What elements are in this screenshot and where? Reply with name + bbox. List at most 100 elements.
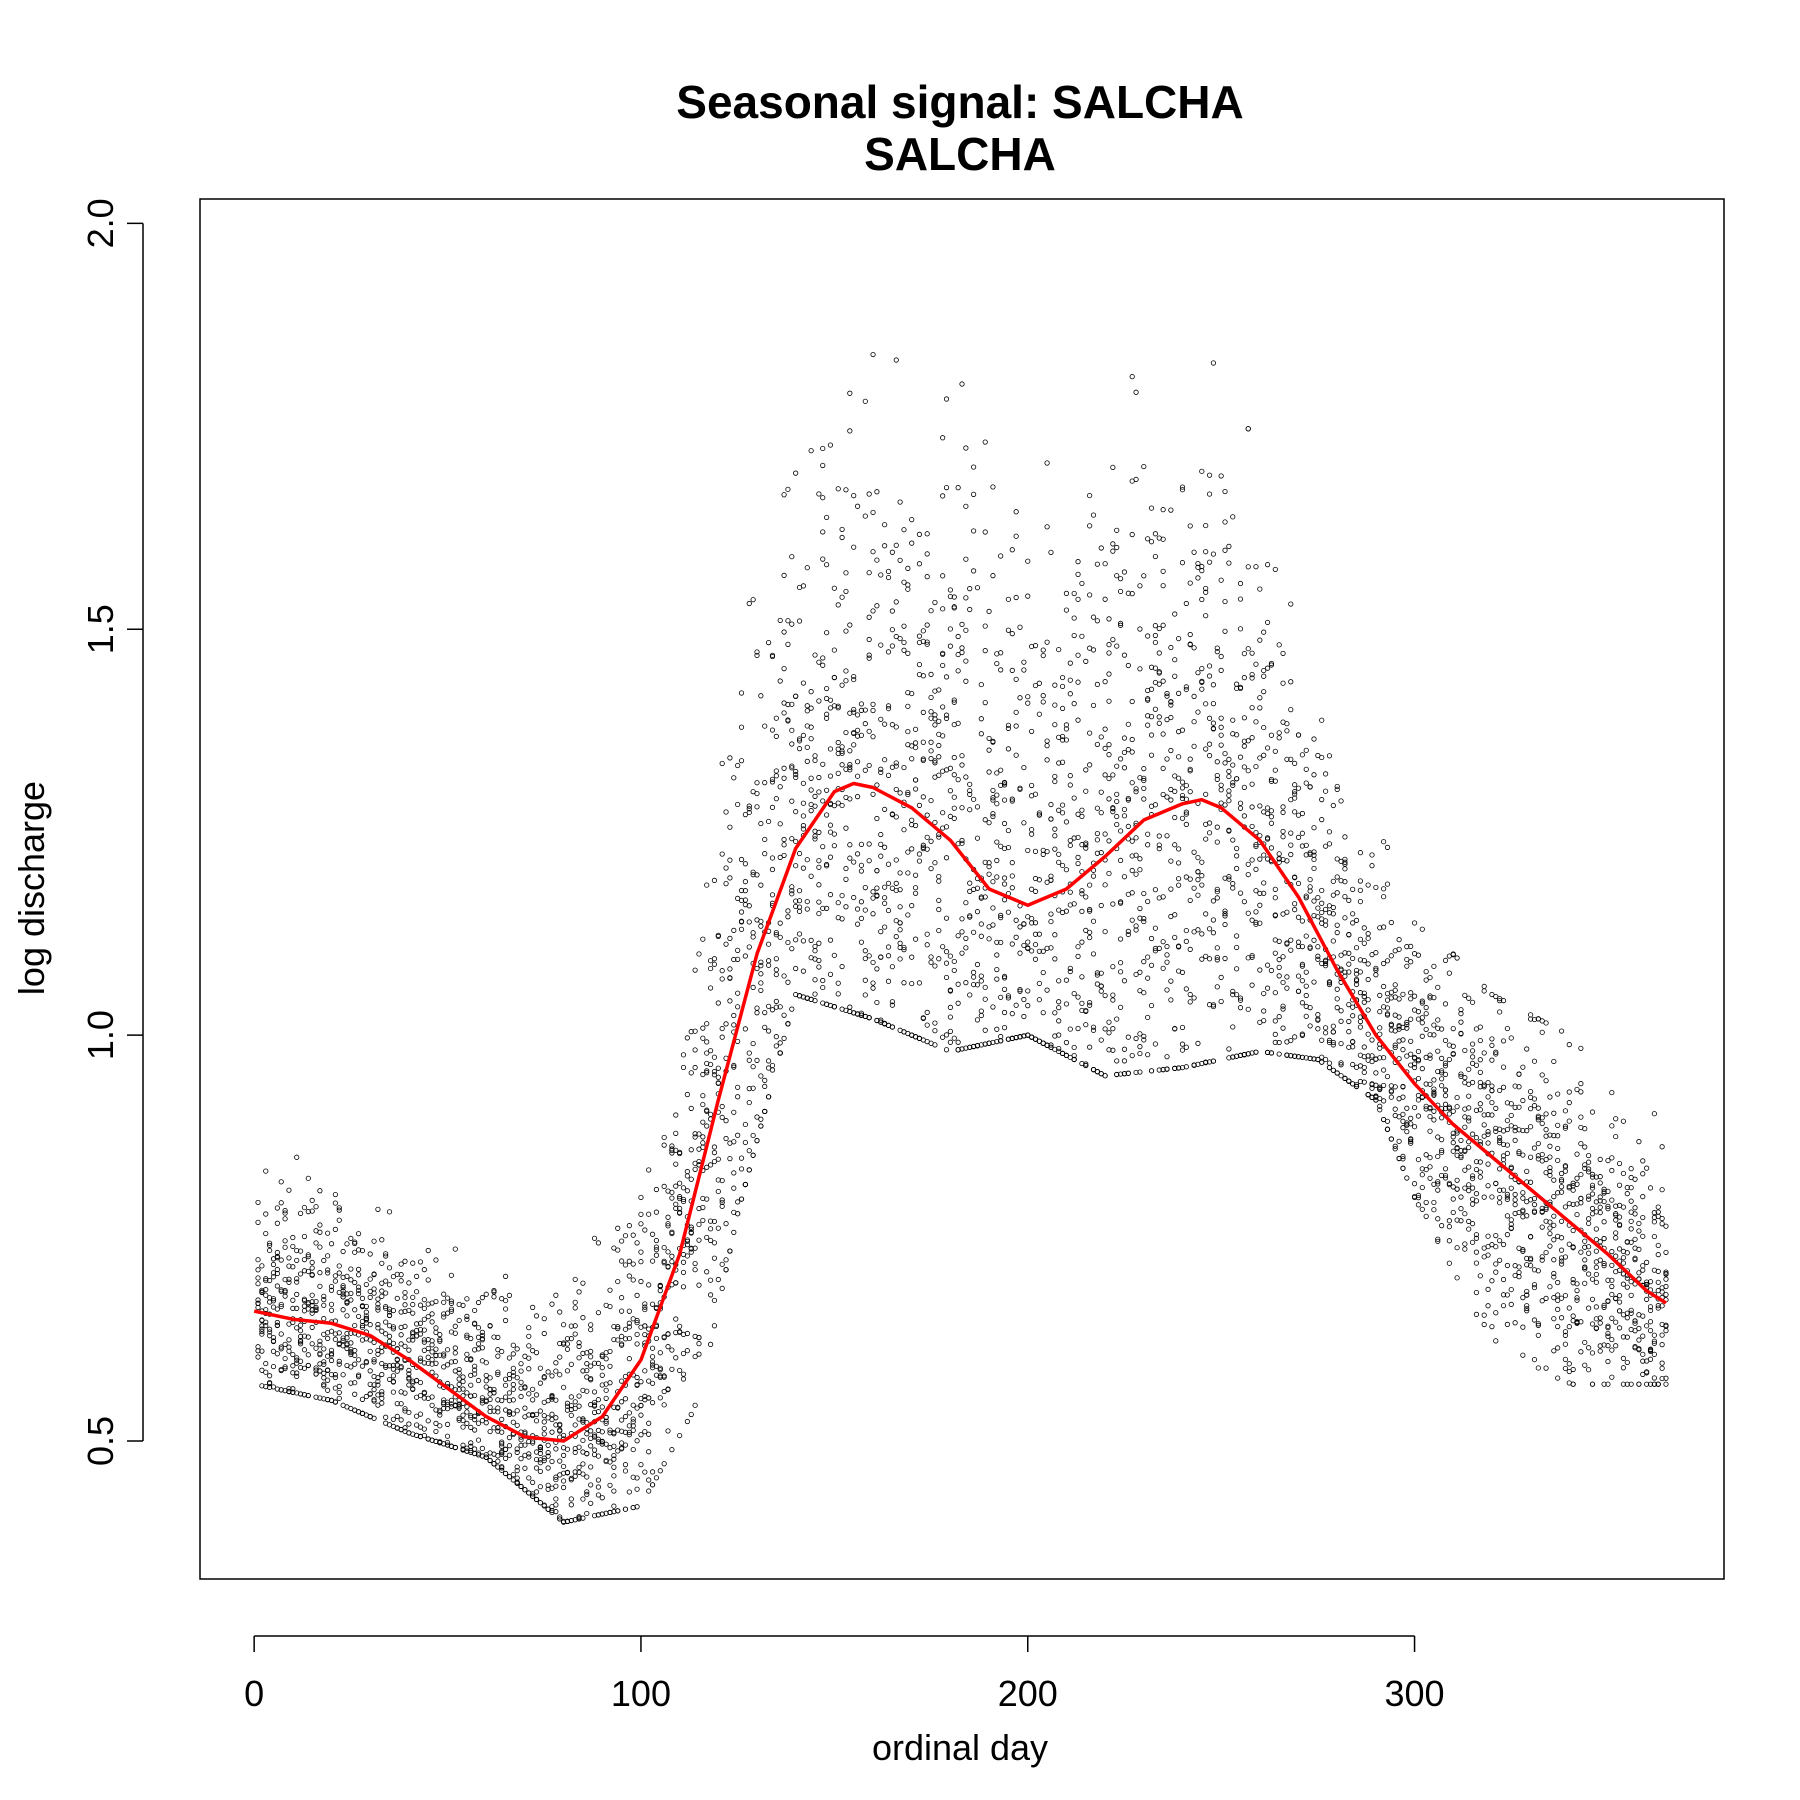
observation-point <box>777 678 783 684</box>
observation-point <box>680 1371 687 1377</box>
observation-point <box>870 959 876 966</box>
observation-point <box>468 1382 474 1388</box>
observation-point <box>386 1363 393 1369</box>
observation-point <box>630 1504 636 1511</box>
observation-point <box>518 1361 524 1367</box>
observation-point <box>495 1334 501 1340</box>
observation-point <box>812 998 818 1004</box>
observation-point <box>564 1403 571 1409</box>
observation-point <box>313 1240 319 1246</box>
observation-point <box>677 1367 683 1374</box>
observation-point <box>742 953 748 959</box>
observation-point <box>270 1298 277 1304</box>
observation-point <box>456 1370 462 1376</box>
observation-point <box>553 1474 559 1480</box>
observation-point <box>564 1407 571 1413</box>
observation-point <box>514 1408 520 1414</box>
observation-point <box>854 727 861 733</box>
observation-point <box>321 1381 327 1387</box>
observation-point <box>638 1194 644 1201</box>
observation-point <box>410 1337 416 1343</box>
observation-point <box>673 1161 679 1167</box>
observation-point <box>332 1226 338 1232</box>
observation-point <box>607 1303 613 1310</box>
observation-point <box>468 1412 474 1419</box>
observation-point <box>735 1004 741 1010</box>
observation-point <box>882 721 888 727</box>
observation-point <box>711 877 718 883</box>
observation-point <box>278 1331 284 1337</box>
observation-point <box>390 1378 397 1385</box>
observation-point <box>669 1150 675 1156</box>
observation-point <box>591 1409 598 1416</box>
observation-point <box>259 1383 265 1389</box>
observation-point <box>371 1238 377 1244</box>
observation-point <box>274 1283 280 1289</box>
observation-point <box>495 1409 501 1415</box>
observation-point <box>804 898 810 905</box>
observation-point <box>924 574 930 580</box>
observation-point <box>951 604 957 610</box>
observation-point <box>638 1379 644 1385</box>
observation-point <box>669 1259 675 1265</box>
observation-point <box>940 650 946 656</box>
observation-point <box>321 1257 327 1264</box>
observation-point <box>410 1260 416 1266</box>
observation-point <box>553 1368 559 1374</box>
observation-point <box>259 1323 265 1329</box>
observation-point <box>611 1245 617 1251</box>
observation-point <box>522 1442 528 1448</box>
observation-point <box>348 1235 354 1242</box>
observation-point <box>630 1419 636 1425</box>
observation-point <box>750 1040 756 1047</box>
observation-point <box>862 721 868 727</box>
observation-point <box>858 915 865 922</box>
observation-point <box>885 705 892 712</box>
observation-point <box>615 1337 621 1343</box>
observation-point <box>475 1420 482 1426</box>
observation-point <box>936 927 942 934</box>
observation-point <box>835 739 841 746</box>
observation-point <box>874 966 880 972</box>
observation-point <box>642 1323 648 1329</box>
observation-point <box>785 908 791 914</box>
observation-point <box>862 948 868 954</box>
observation-point <box>506 1435 513 1441</box>
observation-point <box>735 895 741 901</box>
observation-point <box>715 1074 721 1080</box>
observation-point <box>912 936 919 942</box>
observation-point <box>355 1313 362 1320</box>
observation-point <box>912 726 919 732</box>
observation-point <box>738 909 745 915</box>
observation-point <box>893 760 899 766</box>
observation-point <box>599 1495 605 1501</box>
observation-point <box>684 1253 690 1259</box>
observation-point <box>352 1347 358 1354</box>
observation-point <box>425 1360 431 1366</box>
observation-point <box>421 1432 427 1439</box>
observation-point <box>746 803 752 809</box>
observation-point <box>827 746 834 752</box>
observation-point <box>812 991 818 997</box>
observation-point <box>363 1393 369 1400</box>
observation-point <box>781 1012 787 1018</box>
observation-point <box>851 730 857 736</box>
observation-point <box>916 661 923 668</box>
observation-point <box>765 1058 772 1064</box>
observation-point <box>263 1319 269 1325</box>
observation-point <box>274 1205 280 1211</box>
observation-point <box>889 885 895 891</box>
observation-point <box>491 1408 497 1414</box>
observation-point <box>491 1425 497 1431</box>
observation-point <box>270 1334 277 1341</box>
observation-point <box>649 1345 656 1351</box>
observation-point <box>607 1287 613 1293</box>
observation-point <box>270 1261 277 1268</box>
observation-point <box>738 690 745 696</box>
observation-point <box>700 1119 706 1125</box>
observation-point <box>866 762 872 769</box>
observation-point <box>263 1360 269 1367</box>
observation-point <box>951 794 957 800</box>
observation-point <box>704 1269 710 1275</box>
